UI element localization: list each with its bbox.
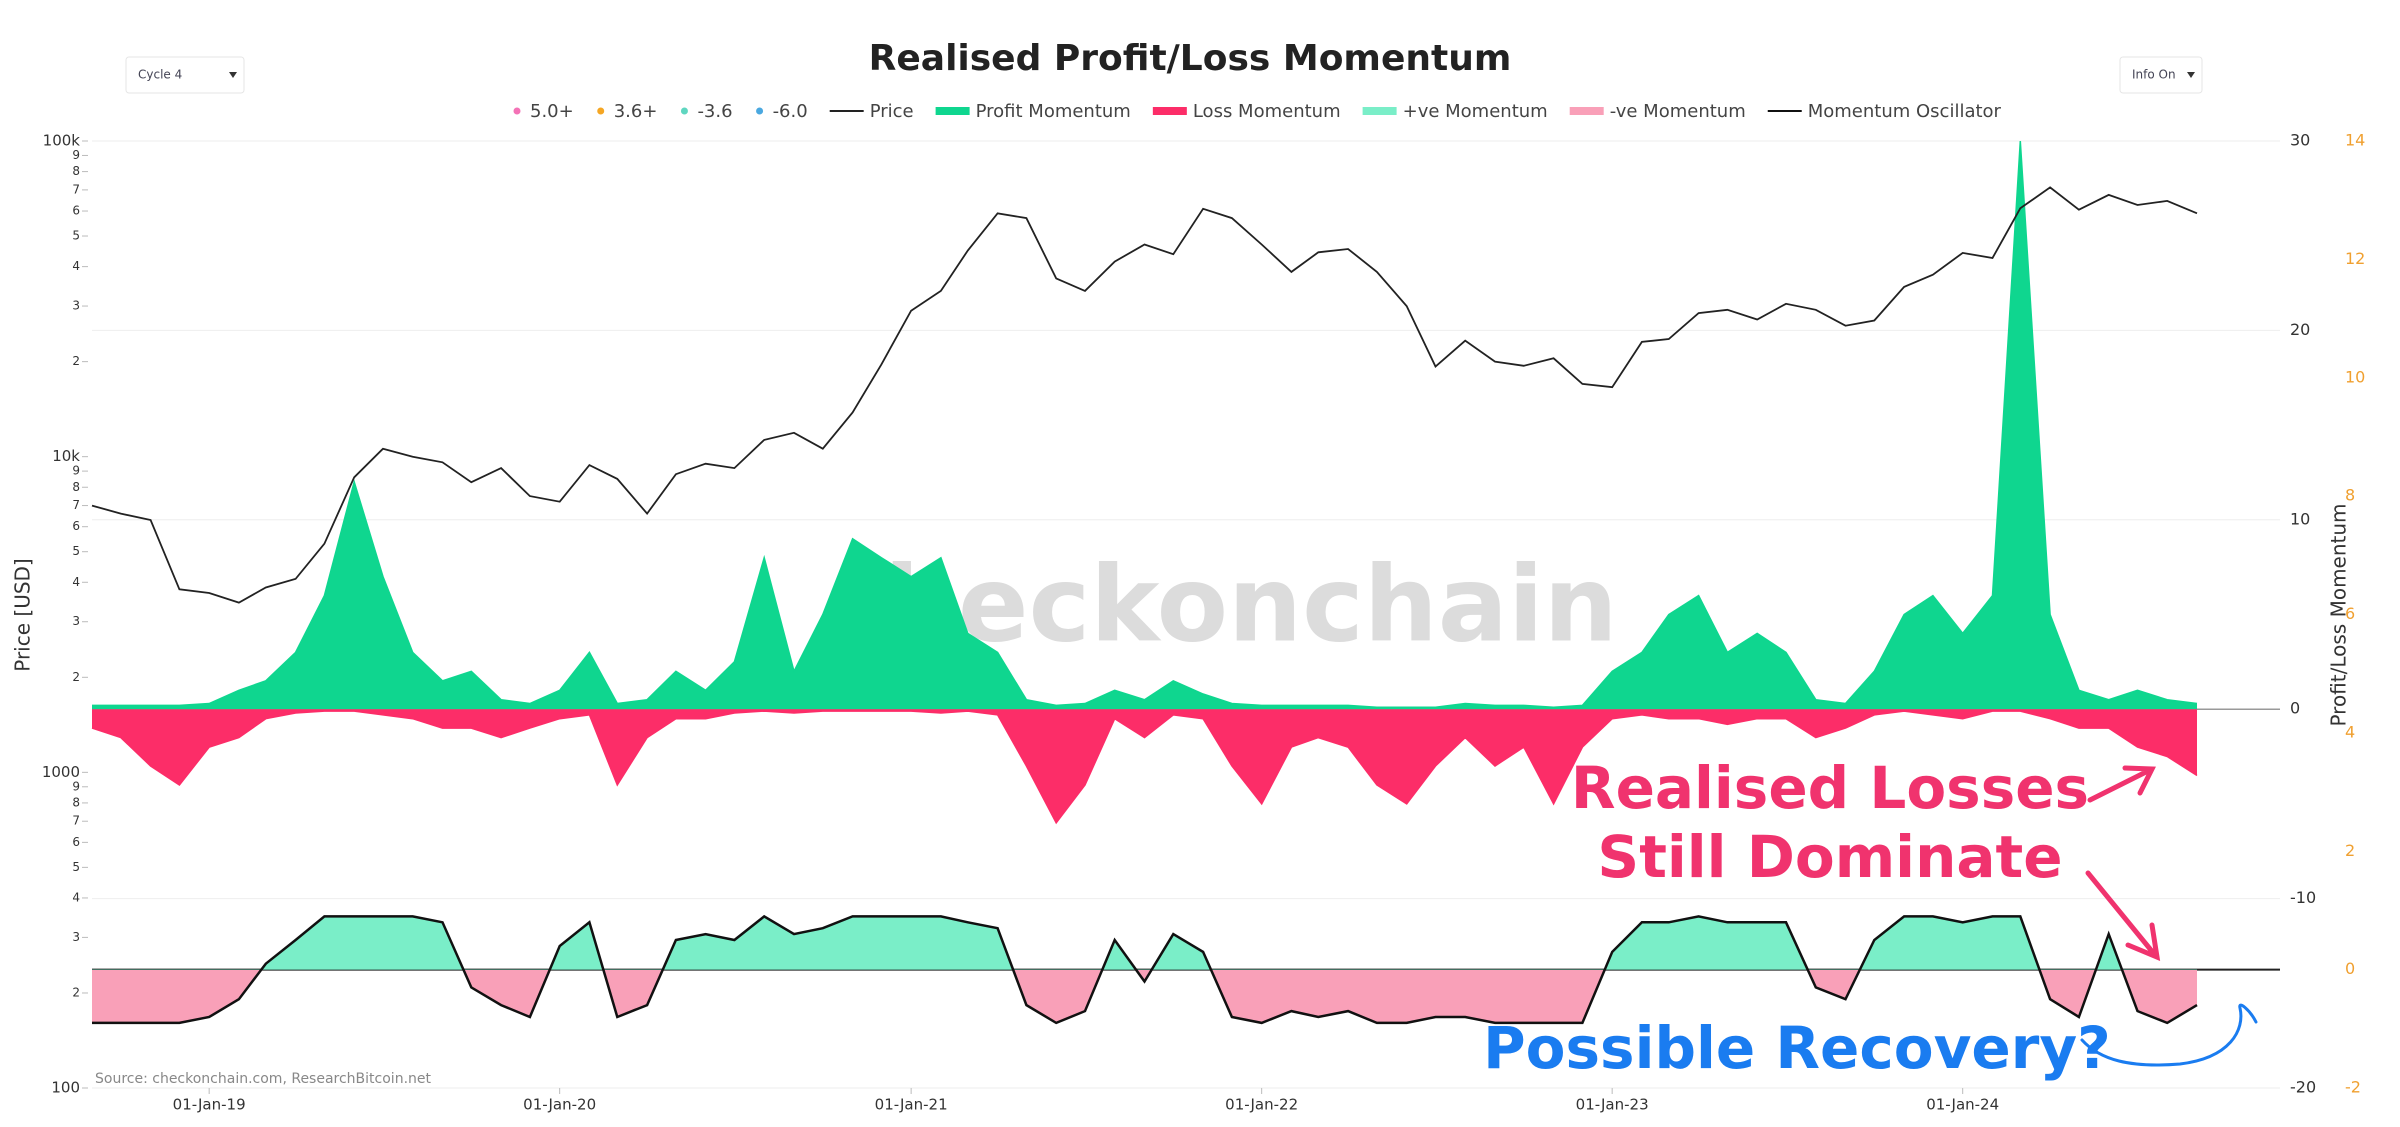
y2-axis-title: Profit/Loss Momentum bbox=[2327, 503, 2351, 726]
legend-label: Price bbox=[870, 101, 914, 122]
y-tick-label: 4 bbox=[72, 575, 80, 589]
annotation: Possible Recovery? bbox=[1483, 1014, 2111, 1082]
x-tick-label: 01-Jan-22 bbox=[1225, 1096, 1298, 1114]
legend-label: -3.6 bbox=[697, 101, 732, 122]
legend-label: -6.0 bbox=[773, 101, 808, 122]
area-fill bbox=[92, 709, 2197, 823]
y-tick-label: 9 bbox=[72, 148, 80, 162]
legend-label: 3.6+ bbox=[614, 101, 658, 122]
y-tick-label: 6 bbox=[72, 835, 80, 849]
source-note: Source: checkonchain.com, ResearchBitcoi… bbox=[95, 1071, 432, 1087]
y2-tick-label: -10 bbox=[2290, 888, 2316, 907]
y-tick-label: 4 bbox=[72, 259, 80, 273]
x-tick-label: 01-Jan-24 bbox=[1926, 1096, 1999, 1114]
legend-label: 5.0+ bbox=[530, 101, 574, 122]
annotation: Realised Losses bbox=[1571, 754, 2089, 822]
dropdown-box[interactable] bbox=[125, 56, 245, 94]
y2-tick-label: -20 bbox=[2290, 1078, 2316, 1097]
legend-label: -ve Momentum bbox=[1610, 101, 1746, 122]
dropdown-label[interactable]: Cycle 4 bbox=[138, 68, 182, 82]
y2-tick-label: 0 bbox=[2290, 699, 2300, 718]
info-dropdown[interactable]: Info On bbox=[2119, 56, 2203, 94]
dropdown-caret[interactable] bbox=[2187, 72, 2195, 78]
x-tick-label: 01-Jan-23 bbox=[1576, 1096, 1649, 1114]
y-tick-label: 5 bbox=[72, 544, 80, 558]
y-tick-label: 5 bbox=[72, 229, 80, 243]
y-tick-label: 100 bbox=[51, 1079, 80, 1097]
y-tick-label: 3 bbox=[72, 930, 80, 944]
y2-tick-label: 20 bbox=[2290, 320, 2310, 339]
area-fill bbox=[92, 141, 2197, 710]
y-tick-label: 2 bbox=[72, 670, 80, 684]
y-tick-label: 6 bbox=[72, 204, 80, 218]
y-tick-label: 3 bbox=[72, 614, 80, 628]
y-tick-label: 4 bbox=[72, 890, 80, 904]
y-tick-label: 1000 bbox=[42, 763, 80, 781]
y3-tick-label: 0 bbox=[2345, 959, 2355, 978]
legend-dot bbox=[513, 107, 521, 115]
y-axis-title: Price [USD] bbox=[11, 558, 35, 672]
area-edge bbox=[92, 140, 2198, 709]
y2-tick-label: 30 bbox=[2290, 131, 2310, 150]
y-tick-label: 6 bbox=[72, 519, 80, 533]
dropdown-label[interactable]: Info On bbox=[2132, 68, 2176, 82]
y3-tick-label: -2 bbox=[2345, 1078, 2361, 1097]
legend-dot bbox=[680, 107, 688, 115]
legend-dot bbox=[756, 107, 764, 115]
y-tick-label: 3 bbox=[72, 299, 80, 313]
y-tick-label: 5 bbox=[72, 860, 80, 874]
legend-label: Momentum Oscillator bbox=[1808, 101, 2002, 122]
y-tick-label: 7 bbox=[72, 182, 80, 196]
y2-tick-label: 10 bbox=[2290, 509, 2310, 528]
legend-label: Profit Momentum bbox=[976, 101, 1131, 122]
y-tick-label: 9 bbox=[72, 464, 80, 478]
y-tick-label: 7 bbox=[72, 498, 80, 512]
legend-label: +ve Momentum bbox=[1403, 101, 1548, 122]
chart-title: Realised Profit/Loss Momentum bbox=[869, 38, 1512, 79]
cycle-dropdown[interactable]: Cycle 4 bbox=[125, 56, 245, 94]
y-tick-label: 8 bbox=[72, 164, 80, 178]
annotation-arrow bbox=[2085, 870, 2161, 962]
y3-tick-label: 12 bbox=[2345, 249, 2365, 268]
positive-fill bbox=[92, 916, 2197, 970]
y-tick-label: 8 bbox=[72, 480, 80, 494]
legend: 5.0+ 3.6+ -3.6 -6.0 Price Profit Momentum Loss… bbox=[513, 101, 2002, 122]
legend-label: Loss Momentum bbox=[1193, 101, 1341, 122]
price-line bbox=[91, 186, 2198, 604]
y-tick-label: 2 bbox=[72, 354, 80, 368]
annotation-arrow bbox=[2087, 765, 2156, 803]
oscillator-line bbox=[92, 914, 2198, 1025]
y3-tick-label: 14 bbox=[2345, 131, 2365, 150]
plot-layer bbox=[91, 140, 2198, 1025]
dropdown-box[interactable] bbox=[2119, 56, 2203, 94]
y3-tick-label: 8 bbox=[2345, 486, 2355, 505]
x-tick-label: 01-Jan-21 bbox=[875, 1096, 948, 1114]
y-tick-label: 10k bbox=[52, 447, 80, 465]
y3-tick-label: 4 bbox=[2345, 722, 2355, 741]
y-tick-label: 2 bbox=[72, 985, 80, 999]
x-tick-label: 01-Jan-20 bbox=[523, 1096, 596, 1114]
y3-tick-label: 6 bbox=[2345, 604, 2355, 623]
y-tick-label: 8 bbox=[72, 795, 80, 809]
annotation: Still Dominate bbox=[1597, 823, 2062, 891]
y-tick-label: 100k bbox=[43, 132, 81, 150]
y-tick-label: 9 bbox=[72, 779, 80, 793]
negative-fill bbox=[92, 970, 2197, 1023]
x-tick-label: 01-Jan-19 bbox=[173, 1096, 246, 1114]
annotation-squiggle bbox=[2080, 1003, 2258, 1067]
dropdown-caret[interactable] bbox=[229, 72, 237, 78]
y3-tick-label: 2 bbox=[2345, 841, 2355, 860]
y3-tick-label: 10 bbox=[2345, 367, 2365, 386]
area-edge bbox=[91, 710, 2198, 825]
y-tick-label: 7 bbox=[72, 814, 80, 828]
legend-dot bbox=[597, 107, 605, 115]
